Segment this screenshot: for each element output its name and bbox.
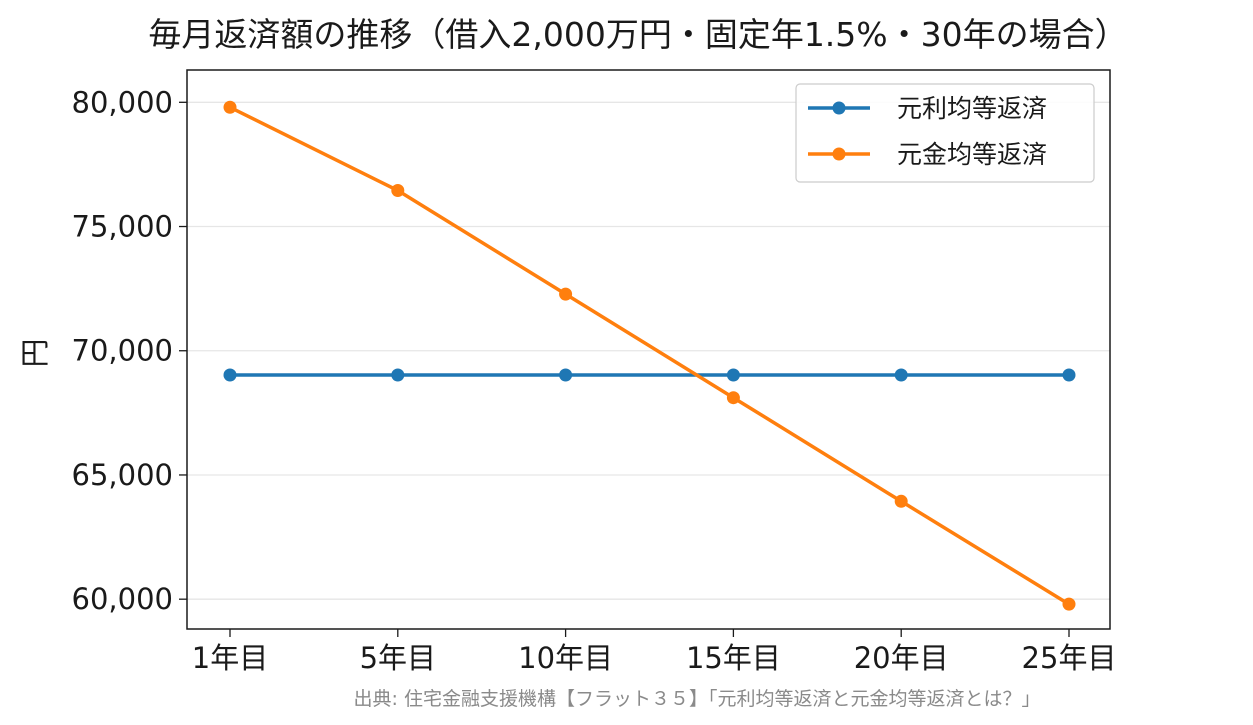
y-axis-label: 円 bbox=[18, 338, 52, 367]
plot-area-frame bbox=[186, 69, 1111, 630]
y-tick-label: 75,000 bbox=[72, 210, 173, 244]
x-tick-label: 20年目 bbox=[854, 641, 949, 675]
gridlines bbox=[187, 101, 1110, 600]
legend-box bbox=[795, 83, 1095, 183]
data-point bbox=[894, 494, 908, 508]
data-point bbox=[559, 368, 573, 382]
legend-item-2: 元金均等返済 bbox=[808, 140, 1047, 169]
x-tick-label: 10年目 bbox=[518, 641, 613, 675]
axes: 60,000 65,000 70,000 75,000 80,000 1年目 5年目 10年目… bbox=[72, 85, 1117, 675]
data-point bbox=[726, 368, 740, 382]
x-tick-label: 5年目 bbox=[360, 641, 436, 675]
legend-marker bbox=[832, 147, 846, 161]
y-tick-label: 60,000 bbox=[72, 582, 173, 616]
data-point bbox=[559, 287, 573, 301]
legend-label: 元金均等返済 bbox=[897, 140, 1047, 169]
data-point bbox=[391, 368, 405, 382]
plot-series bbox=[223, 100, 1076, 611]
x-tick-label: 15年目 bbox=[686, 641, 781, 675]
source-note: 出典: 住宅金融支援機構【フラット３５】「元利均等返済と元金均等返済とは？」 bbox=[354, 688, 1041, 710]
data-point bbox=[391, 183, 405, 197]
legend-item-1: 元利均等返済 bbox=[808, 94, 1047, 123]
y-tick-label: 80,000 bbox=[72, 85, 173, 119]
series-1 bbox=[223, 368, 1076, 382]
y-tick-label: 70,000 bbox=[72, 334, 173, 368]
legend-marker bbox=[832, 101, 846, 115]
x-tick-label: 25年目 bbox=[1022, 641, 1117, 675]
data-point bbox=[223, 100, 237, 114]
series-2 bbox=[223, 100, 1076, 611]
chart-title: 毎月返済額の推移（借入2,000万円・固定年1.5%・30年の場合） bbox=[148, 15, 1127, 54]
y-tick-label: 65,000 bbox=[72, 458, 173, 492]
legend-label: 元利均等返済 bbox=[897, 94, 1047, 123]
data-point bbox=[726, 391, 740, 405]
x-tick-label: 1年目 bbox=[192, 641, 268, 675]
series-line bbox=[228, 105, 1071, 606]
data-point bbox=[223, 368, 237, 382]
data-point bbox=[1062, 597, 1076, 611]
data-point bbox=[1062, 368, 1076, 382]
data-point bbox=[894, 368, 908, 382]
